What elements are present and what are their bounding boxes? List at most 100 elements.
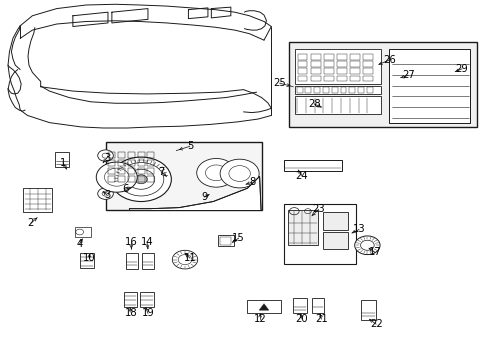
Bar <box>288 211 317 244</box>
Bar <box>295 49 380 84</box>
Text: 14: 14 <box>141 237 153 247</box>
Text: 29: 29 <box>455 64 468 74</box>
Bar <box>340 87 346 93</box>
Bar <box>118 168 125 174</box>
Text: 13: 13 <box>352 225 365 234</box>
Bar <box>336 54 346 59</box>
Bar <box>283 204 355 264</box>
Bar <box>366 87 372 93</box>
Bar <box>310 76 320 81</box>
Bar <box>289 41 476 127</box>
Text: 3: 3 <box>103 153 110 163</box>
Bar <box>108 168 115 174</box>
Text: 16: 16 <box>125 237 138 247</box>
Bar <box>297 61 307 67</box>
Bar <box>336 76 346 81</box>
Bar <box>324 61 333 67</box>
Bar <box>138 152 144 158</box>
Text: 24: 24 <box>295 171 308 181</box>
Bar <box>246 301 281 313</box>
Bar <box>360 300 375 320</box>
Text: 2: 2 <box>28 218 34 228</box>
Text: 12: 12 <box>253 314 266 324</box>
Bar <box>123 292 137 307</box>
Bar <box>310 54 320 59</box>
Bar <box>311 298 324 314</box>
Bar <box>310 68 320 74</box>
Bar <box>80 253 94 268</box>
Bar <box>357 87 363 93</box>
Text: 25: 25 <box>273 78 285 88</box>
Bar <box>23 188 52 212</box>
Bar <box>363 54 372 59</box>
Circle shape <box>172 250 197 269</box>
Text: 23: 23 <box>312 204 324 215</box>
Bar <box>118 176 125 182</box>
Bar <box>128 160 135 166</box>
Bar <box>293 298 306 314</box>
Text: 18: 18 <box>125 309 138 318</box>
Bar <box>322 232 347 249</box>
Bar <box>128 176 135 182</box>
Bar <box>108 176 115 182</box>
Circle shape <box>196 158 235 187</box>
Bar <box>118 152 125 158</box>
Bar <box>147 160 154 166</box>
Text: 28: 28 <box>307 99 320 109</box>
Bar <box>297 54 307 59</box>
Text: 10: 10 <box>83 253 96 263</box>
Text: 19: 19 <box>142 309 154 318</box>
Bar <box>219 237 231 245</box>
Circle shape <box>98 188 113 199</box>
Bar <box>147 168 154 174</box>
Circle shape <box>135 175 147 184</box>
Bar <box>284 159 341 171</box>
Bar <box>310 61 320 67</box>
Bar <box>363 68 372 74</box>
Bar <box>349 76 359 81</box>
Text: 1: 1 <box>60 158 66 168</box>
Text: 21: 21 <box>315 314 327 324</box>
Bar <box>295 86 380 94</box>
Bar <box>336 61 346 67</box>
Bar <box>388 49 469 123</box>
Bar <box>147 152 154 158</box>
Text: 27: 27 <box>401 70 414 80</box>
Bar <box>324 68 333 74</box>
Text: 26: 26 <box>383 55 395 65</box>
Circle shape <box>354 236 379 255</box>
Bar <box>138 176 144 182</box>
Bar <box>297 76 307 81</box>
Bar <box>324 76 333 81</box>
Bar <box>323 87 328 93</box>
Circle shape <box>98 150 113 161</box>
Bar <box>336 68 346 74</box>
Bar <box>349 61 359 67</box>
Bar <box>348 87 354 93</box>
Bar <box>138 160 144 166</box>
Bar <box>108 160 115 166</box>
Text: 9: 9 <box>201 192 207 202</box>
Bar <box>106 142 262 211</box>
Bar <box>126 253 138 269</box>
Bar <box>314 87 320 93</box>
Bar <box>349 68 359 74</box>
Text: 7: 7 <box>158 167 164 177</box>
Bar <box>75 227 91 237</box>
Text: 11: 11 <box>183 253 196 263</box>
Bar <box>322 212 347 230</box>
Bar <box>305 87 311 93</box>
Bar <box>142 253 154 269</box>
Circle shape <box>220 159 259 188</box>
Text: 22: 22 <box>369 319 382 329</box>
Bar <box>297 68 307 74</box>
Bar <box>55 152 69 167</box>
Bar <box>128 152 135 158</box>
Polygon shape <box>259 304 268 310</box>
Bar <box>147 176 154 182</box>
Text: 15: 15 <box>232 233 244 243</box>
Circle shape <box>96 162 137 192</box>
Bar <box>140 292 154 307</box>
Text: 6: 6 <box>122 184 128 194</box>
Bar <box>118 160 125 166</box>
